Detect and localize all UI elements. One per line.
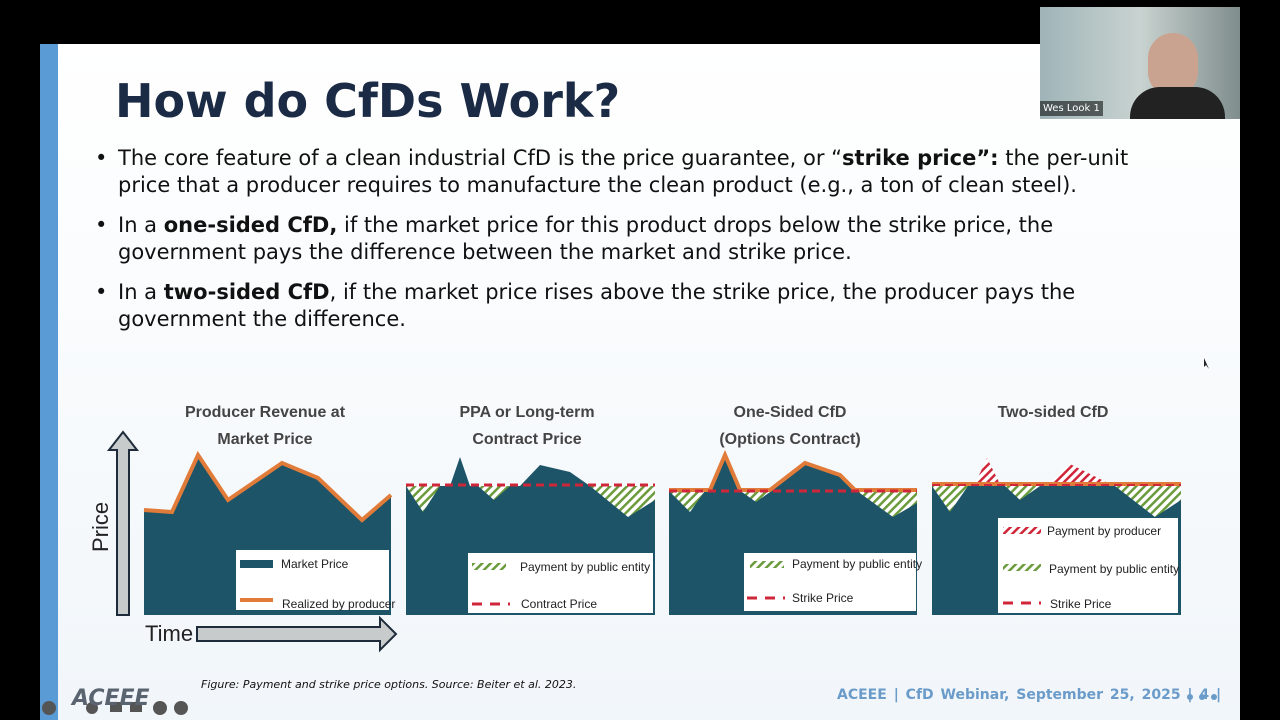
panel-title-line: One-Sided CfD xyxy=(733,404,847,421)
bullet: In a one-sided CfD, if the market price … xyxy=(95,212,1175,266)
y-axis-label: Price xyxy=(88,501,113,552)
participant-name: Wes Look 1 xyxy=(1040,101,1103,116)
x-axis-label: Time xyxy=(145,621,194,646)
legend-label: Market Price xyxy=(281,557,349,571)
logo: ACEEE xyxy=(72,686,150,711)
text: The core feature of a clean industrial C… xyxy=(118,146,843,170)
bold-text: strike price”: xyxy=(842,146,999,170)
slide-title: How do CfDs Work? xyxy=(115,74,621,128)
panel-title-line: Two-sided CfD xyxy=(997,404,1109,421)
text: In a xyxy=(118,213,164,237)
panel-title: One-Sided CfD (Options Contract) xyxy=(665,399,915,453)
panel-title: PPA or Long-term Contract Price xyxy=(402,399,652,453)
menu-dots[interactable] xyxy=(1187,694,1217,700)
panel-3 xyxy=(669,449,917,615)
bullet: The core feature of a clean industrial C… xyxy=(95,145,1175,199)
bullet-list: The core feature of a clean industrial C… xyxy=(95,145,1175,346)
figure-caption: Figure: Payment and strike price options… xyxy=(201,678,577,691)
bold-text: two-sided CfD xyxy=(163,280,330,304)
panel-title-line: Producer Revenue at xyxy=(184,404,346,421)
axes-arrows xyxy=(106,430,398,653)
text: In a xyxy=(118,280,164,304)
footer: ACEEE | CfD Webinar, September 25, 2025 … xyxy=(837,687,1221,703)
panel-4 xyxy=(932,458,1181,615)
panel-title: Two-sided CfD xyxy=(928,399,1178,426)
text: , if the market price rises above the st… xyxy=(118,280,1076,331)
y-axis-label-box: Price xyxy=(88,500,118,560)
text: the per-unit price that a producer requi… xyxy=(118,146,1129,197)
panel-2 xyxy=(406,457,655,615)
legend-label: Payment by public entity xyxy=(1049,562,1180,576)
legend-label: Contract Price xyxy=(521,597,598,611)
mouse-cursor xyxy=(1204,358,1209,369)
footer-org: ACEEE xyxy=(837,687,887,703)
legend-label: Strike Price xyxy=(1050,597,1112,611)
footer-event: | CfD Webinar, September 25, 2025 | xyxy=(893,687,1193,703)
legend-label: Payment by producer xyxy=(1047,524,1162,538)
slide-accent xyxy=(40,44,58,720)
panel-title-line: Market Price xyxy=(217,431,313,448)
bold-text: one-sided CfD, xyxy=(163,213,338,237)
panel-1 xyxy=(143,450,393,615)
legend-label: Payment by public entity xyxy=(520,560,651,574)
panel-title-line: (Options Contract) xyxy=(719,431,861,448)
legend-label: Realized by producer xyxy=(282,597,396,611)
panel-title-line: Contract Price xyxy=(472,431,582,448)
player-controls xyxy=(42,701,188,715)
footer-page: 4 xyxy=(1199,687,1210,703)
bullet: In a two-sided CfD, if the market price … xyxy=(95,279,1175,333)
legend-label: Strike Price xyxy=(792,591,854,605)
text: if the market price for this product dro… xyxy=(118,213,1054,264)
video-thumbnail[interactable] xyxy=(1040,7,1240,119)
legend-label: Payment by public entity xyxy=(792,557,923,571)
panel-title-line: PPA or Long-term xyxy=(459,404,595,421)
panel-title: Producer Revenue at Market Price xyxy=(140,399,390,453)
footer-separator: | xyxy=(1216,687,1222,703)
